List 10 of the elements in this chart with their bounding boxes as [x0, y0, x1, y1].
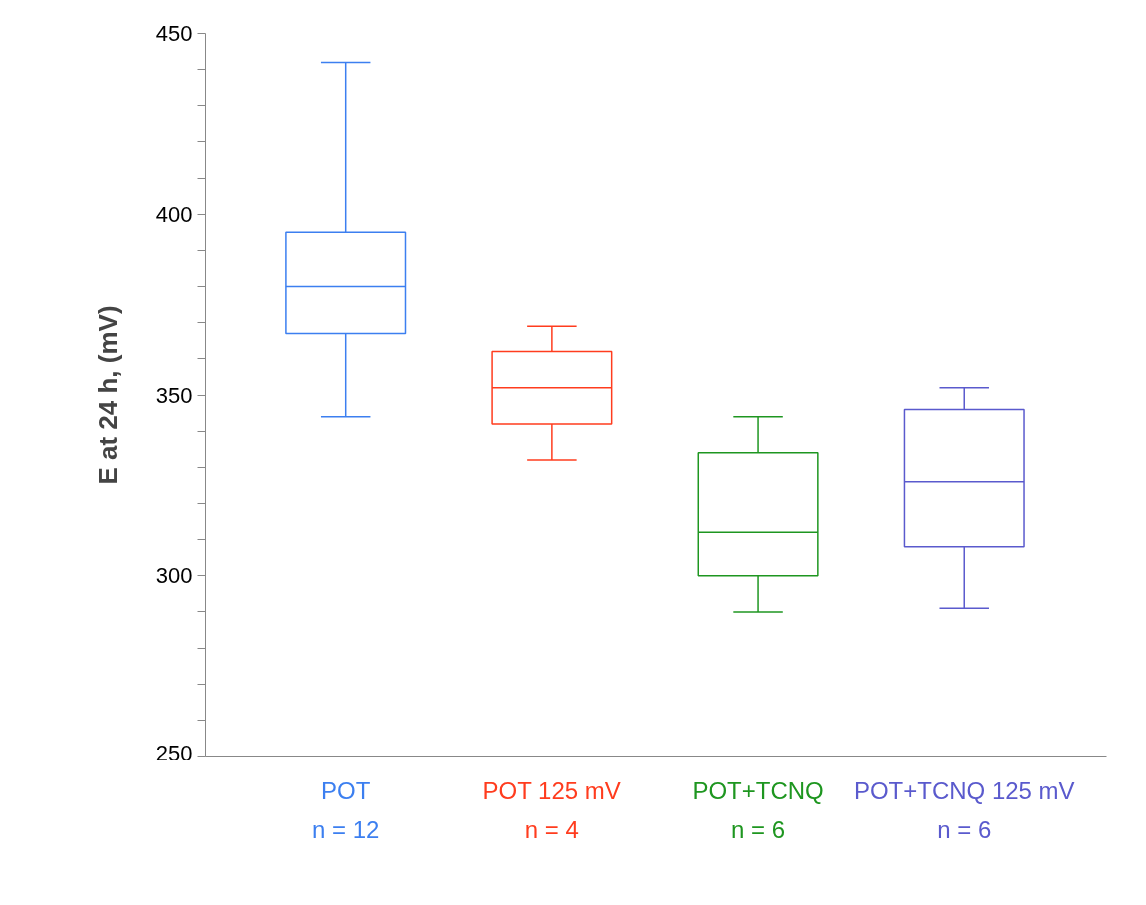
x-tick-label: POT+TCNQ n = 6	[692, 777, 824, 844]
y-tick-label: 450	[155, 21, 193, 46]
y-tick-label: 300	[155, 563, 193, 589]
y-tick-label: 350	[155, 382, 193, 408]
y-tick-label: 400	[155, 201, 193, 227]
x-tick-label: POT 125 mV n = 4	[482, 777, 621, 844]
y-axis-title: E at 24 h, (mV)	[92, 305, 123, 485]
x-tick-label: POT n = 12	[312, 777, 380, 844]
x-tick-label: POT+TCNQ 125 mV n = 6	[853, 777, 1075, 844]
y-tick-label: 250	[155, 740, 193, 766]
